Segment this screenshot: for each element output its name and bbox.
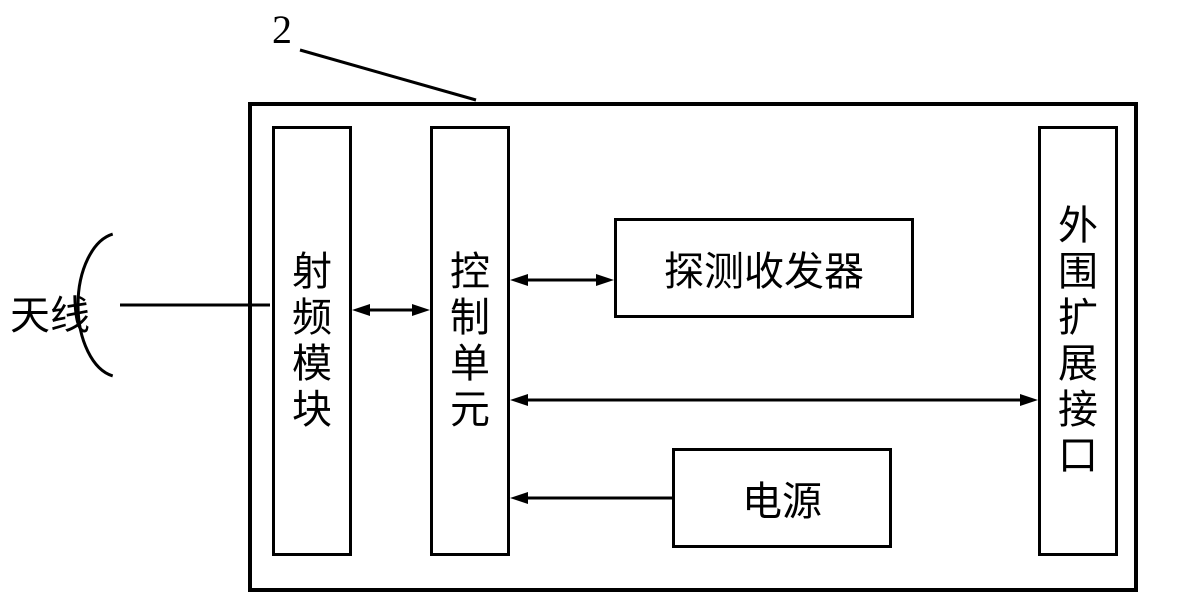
power-label: 电源	[672, 448, 892, 548]
detector-transceiver-label: 探测收发器	[614, 218, 914, 318]
rf-module-label: 射频模块	[272, 126, 352, 556]
control-unit-label: 控制单元	[430, 126, 510, 556]
page-number-label: 2	[272, 6, 292, 53]
peripheral-interface-label: 外围扩展接口	[1038, 126, 1118, 556]
antenna-label: 天线	[10, 283, 90, 341]
diagram-stage: 2 射频模块 控制单元 探测收发器 电源 外围扩展接口 天线	[0, 0, 1191, 615]
